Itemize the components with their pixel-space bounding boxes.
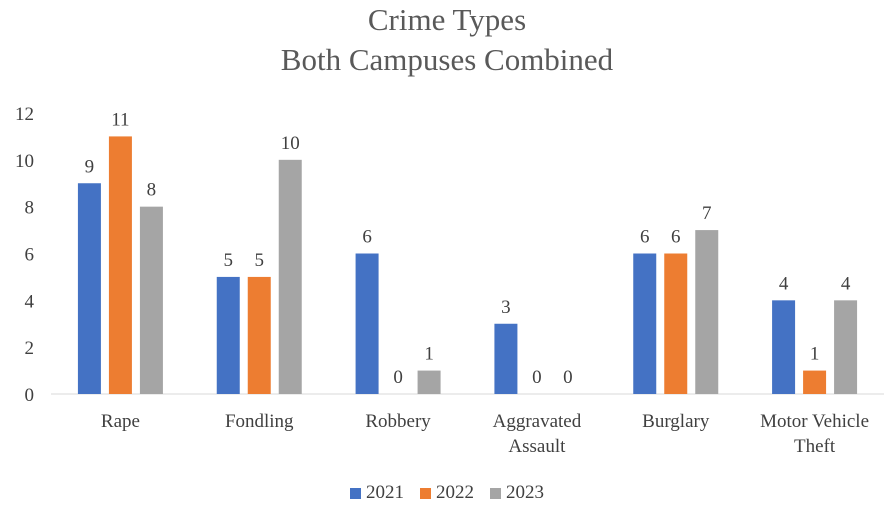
bar-2023: [139, 206, 163, 394]
legend-label-2021: 2021: [366, 482, 404, 503]
bar-2022: [664, 253, 688, 394]
chart-title: Crime Types: [367, 2, 527, 37]
bar-2021: [216, 276, 240, 394]
data-label: 1: [424, 344, 434, 365]
x-tick-label: Burglary: [642, 411, 710, 432]
bar-2023: [695, 230, 719, 394]
bar-2023: [834, 300, 858, 394]
data-label: 6: [362, 227, 372, 248]
data-label: 5: [224, 250, 234, 271]
y-tick-label: 12: [15, 104, 34, 125]
data-label: 3: [501, 297, 511, 318]
legend-label-2022: 2022: [436, 482, 474, 503]
legend-label-2023: 2023: [506, 482, 544, 503]
bar-2023: [417, 370, 441, 394]
data-label: 9: [85, 156, 95, 177]
chart-legend: 2021 2022 2023: [0, 482, 894, 504]
data-label: 6: [640, 227, 650, 248]
bar-2021: [77, 183, 101, 394]
y-tick-label: 4: [25, 291, 35, 312]
data-label: 0: [563, 367, 573, 388]
legend-item-2023: 2023: [490, 482, 544, 504]
data-label: 4: [841, 273, 851, 294]
y-tick-label: 2: [25, 338, 35, 359]
data-label: 10: [281, 133, 300, 154]
data-label: 8: [147, 180, 157, 201]
x-tick-label: Motor Vehicle: [760, 411, 869, 432]
legend-item-2022: 2022: [420, 482, 474, 504]
bar-2022: [803, 370, 827, 394]
x-tick-label: Theft: [794, 436, 836, 457]
bar-2023: [278, 159, 302, 394]
data-label: 0: [532, 367, 542, 388]
data-label: 7: [702, 203, 712, 224]
legend-swatch-2023: [490, 487, 501, 499]
bar-2021: [633, 253, 657, 394]
data-label: 5: [255, 250, 265, 271]
x-tick-label: Assault: [508, 436, 566, 457]
legend-swatch-2022: [420, 487, 431, 499]
bar-2021: [494, 323, 518, 394]
bar-2021: [355, 253, 379, 394]
legend-item-2021: 2021: [350, 482, 404, 504]
y-tick-label: 0: [25, 385, 35, 406]
y-tick-label: 6: [25, 245, 35, 266]
chart-subtitle: Both Campuses Combined: [280, 42, 614, 77]
bar-2022: [247, 276, 271, 394]
y-tick-label: 10: [15, 151, 34, 172]
data-label: 11: [111, 109, 129, 130]
bar-2021: [772, 300, 796, 394]
x-tick-label: Robbery: [365, 411, 431, 432]
data-label: 0: [393, 367, 403, 388]
data-label: 6: [671, 227, 681, 248]
y-tick-label: 8: [25, 198, 35, 219]
bar-2022: [108, 136, 132, 394]
data-label: 4: [779, 273, 789, 294]
x-tick-label: Rape: [101, 411, 140, 432]
legend-swatch-2021: [350, 487, 361, 499]
x-tick-label: Fondling: [225, 411, 294, 432]
data-label: 1: [810, 344, 820, 365]
x-tick-label: Aggravated: [493, 411, 582, 432]
